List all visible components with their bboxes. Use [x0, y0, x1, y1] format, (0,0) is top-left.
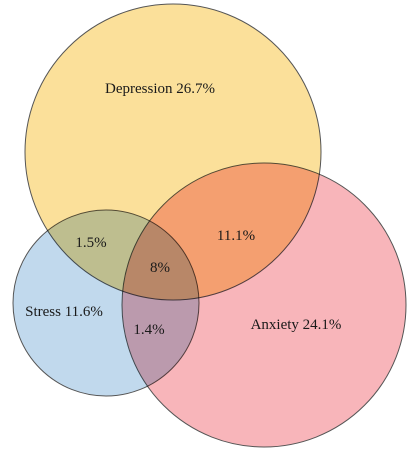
anxiety-label: Anxiety 24.1%	[251, 317, 342, 333]
venn-labels: Depression 26.7% 1.5% 11.1% 8% Stress 11…	[25, 81, 341, 338]
depression-label: Depression 26.7%	[105, 81, 215, 97]
depression-stress-overlap-label: 1.5%	[75, 235, 106, 251]
stress-circle	[12, 209, 200, 397]
depression-anxiety-overlap-label: 11.1%	[217, 228, 255, 244]
venn-circles	[12, 3, 407, 448]
stress-label: Stress 11.6%	[25, 304, 103, 320]
stress-anxiety-overlap-label: 1.4%	[133, 322, 164, 338]
all-three-overlap-label: 8%	[150, 260, 170, 276]
